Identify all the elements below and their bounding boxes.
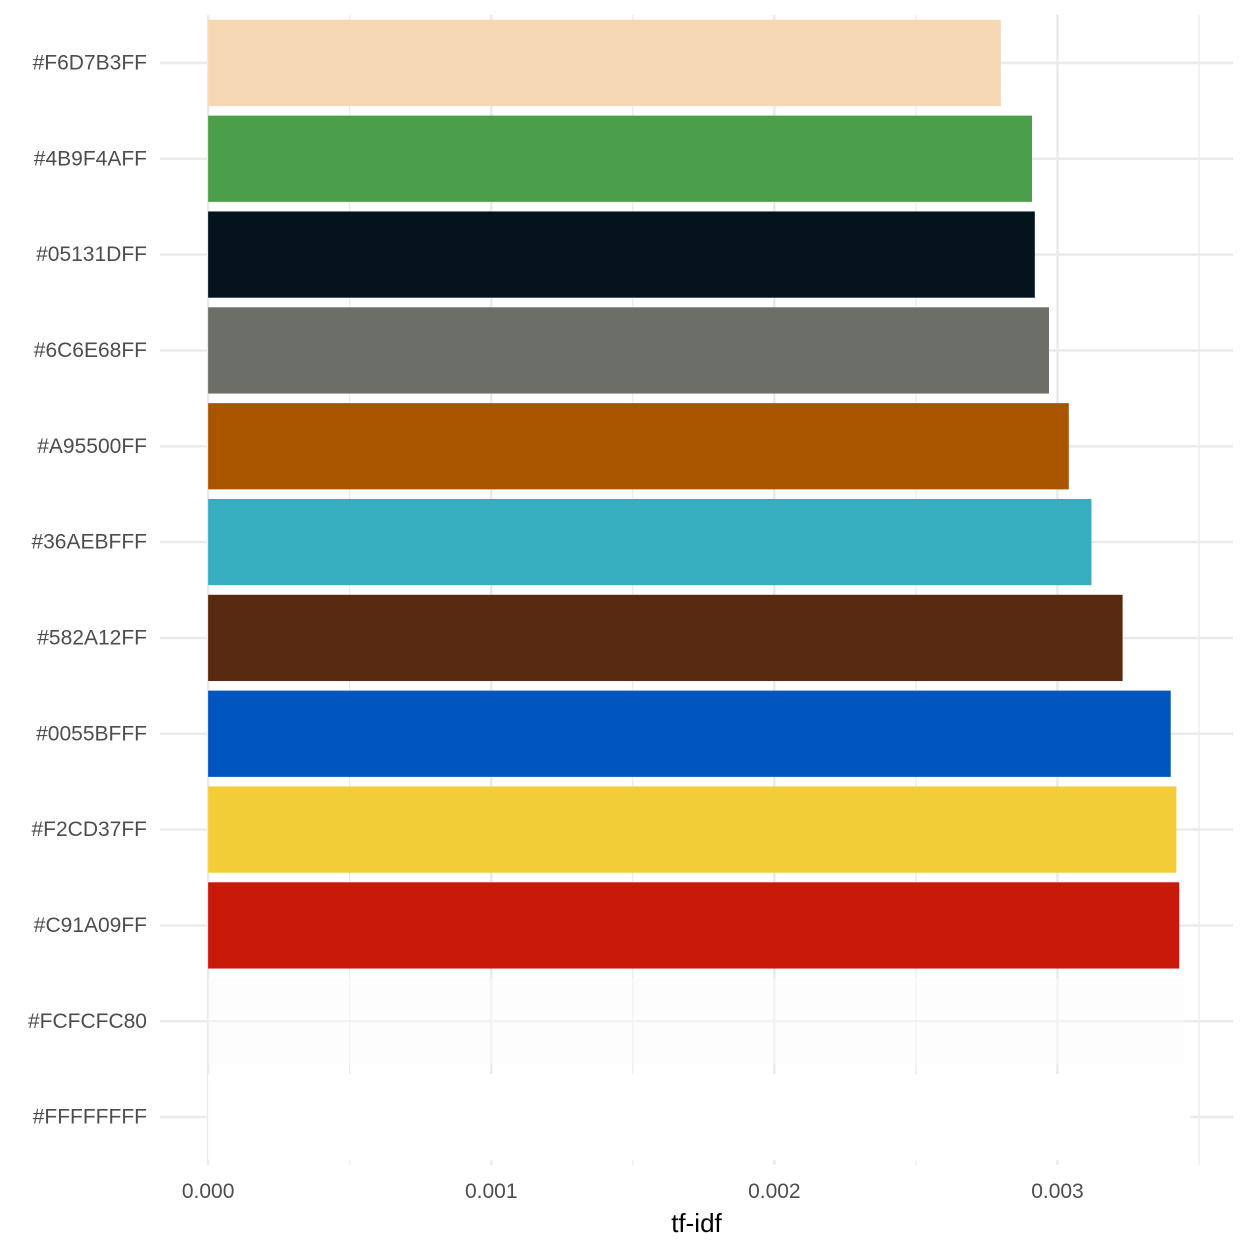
x-tick-label-3: 0.003 (1031, 1180, 1084, 1203)
y-tick-label-3: #6C6E68FF (34, 339, 147, 362)
bar-5 (208, 498, 1092, 586)
x-axis-title: tf-idf (671, 1208, 722, 1238)
bar-8 (208, 786, 1177, 873)
y-tick-label-8: #F2CD37FF (31, 818, 147, 841)
y-tick-label-9: #C91A09FF (34, 914, 147, 937)
x-axis-tick-labels: 0.000 0.001 0.002 0.003 (182, 1180, 1084, 1203)
y-tick-label-6: #582A12FF (37, 626, 147, 649)
x-tick-label-0: 0.000 (182, 1180, 235, 1203)
bar-6 (208, 594, 1123, 682)
bar-7 (208, 690, 1171, 777)
bar-4 (208, 403, 1069, 490)
x-tick-label-1: 0.001 (465, 1180, 518, 1203)
bar-3 (208, 307, 1049, 394)
x-tick-label-2: 0.002 (748, 1180, 801, 1203)
y-tick-label-0: #F6D7B3FF (33, 51, 147, 74)
y-tick-label-4: #A95500FF (37, 435, 147, 458)
bar-2 (208, 211, 1035, 298)
bar-11 (208, 1073, 1191, 1161)
y-tick-label-2: #05131DFF (36, 243, 147, 266)
bar-0 (208, 19, 1001, 107)
y-tick-label-11: #FFFFFFFF (33, 1106, 147, 1129)
y-axis-tick-labels: #F6D7B3FF #4B9F4AFF #05131DFF #6C6E68FF #A95… (28, 51, 147, 1128)
bar-9 (208, 882, 1180, 969)
bars (208, 19, 1191, 1161)
y-tick-label-1: #4B9F4AFF (34, 147, 147, 170)
bar-10 (208, 978, 1185, 1065)
y-tick-label-5: #36AEBFFF (31, 531, 147, 554)
y-tick-label-7: #0055BFFF (36, 722, 147, 745)
y-tick-label-10: #FCFCFC80 (28, 1010, 147, 1033)
bar-1 (208, 115, 1032, 202)
